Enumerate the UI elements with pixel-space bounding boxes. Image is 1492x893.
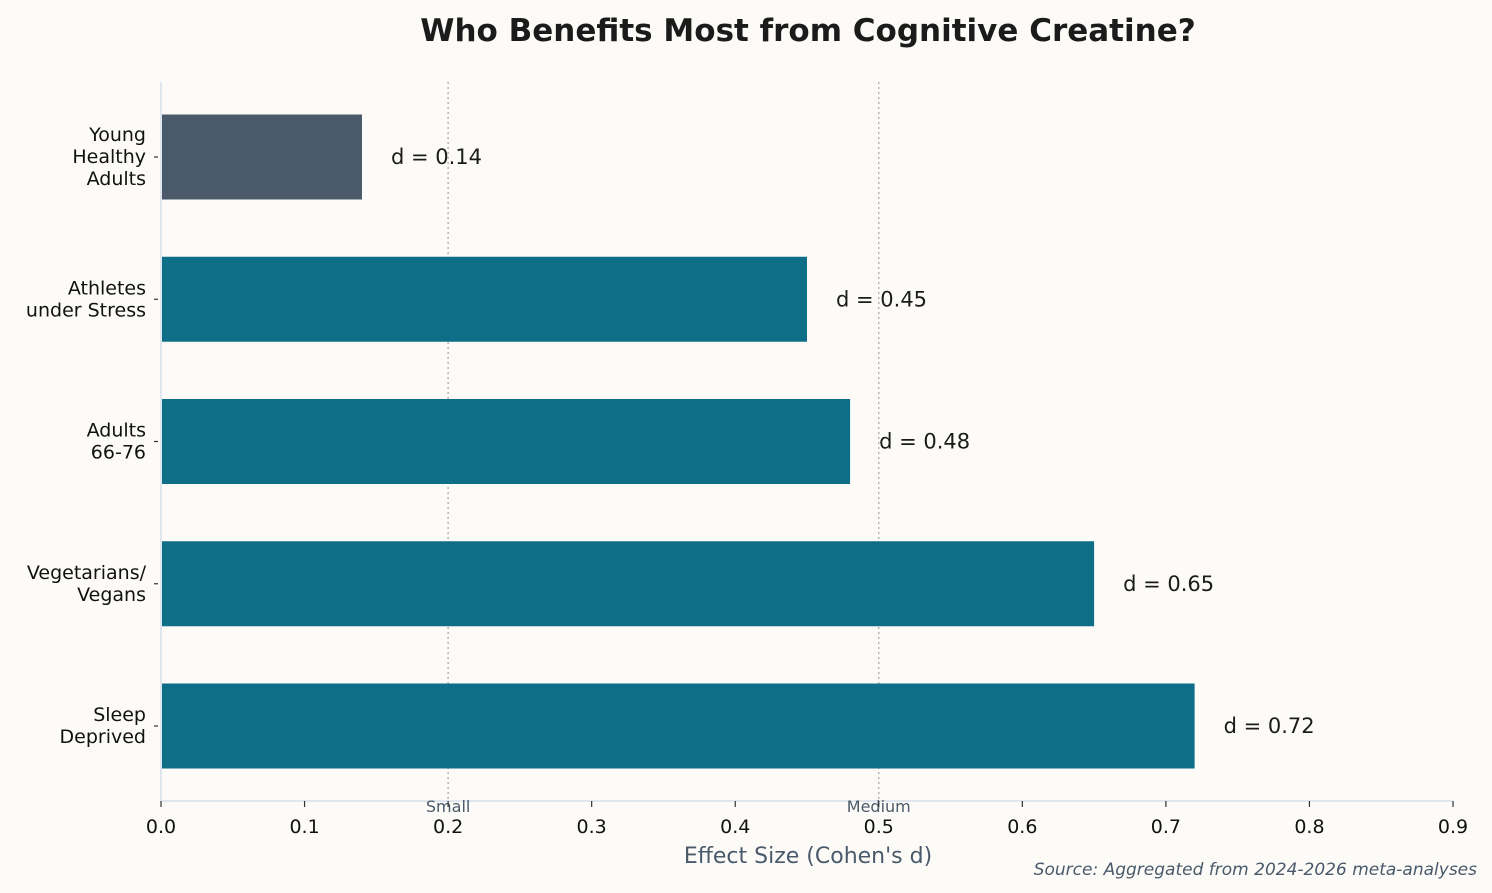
x-tick-label: 0.7 [1151,816,1181,838]
bar [162,114,362,200]
bar [162,399,851,484]
source-note: Source: Aggregated from 2024-2026 meta-a… [1034,860,1477,880]
x-tick-label: 0.1 [289,816,319,838]
x-tick-label: 0.5 [864,816,894,838]
x-tick-label: 0.3 [577,816,607,838]
value-label: d = 0.48 [879,430,970,454]
value-label: d = 0.72 [1224,714,1315,738]
bar [162,683,1195,769]
bar [162,256,807,342]
category-label: Young Healthy Adults [72,124,146,190]
value-label: d = 0.45 [836,287,927,311]
x-axis-label: Effect Size (Cohen's d) [684,844,932,869]
x-tick-label: 0.2 [433,816,463,838]
category-label: Vegetarians/Vegans [27,562,147,606]
x-tick-label: 0.4 [720,816,750,838]
x-tick-label: 0.8 [1294,816,1324,838]
x-tick-label: 0.0 [146,816,176,838]
x-tick-label: 0.6 [1007,816,1037,838]
value-label: d = 0.14 [391,145,482,169]
x-tick-label: 0.9 [1438,816,1468,838]
chart-title: Who Benefits Most from Cognitive Creatin… [420,13,1195,49]
category-label: Adults 66-76 [87,420,146,464]
category-label: Sleep Deprived [60,704,146,748]
bar [162,541,1095,627]
category-label: Athletes under Stress [26,277,146,321]
value-label: d = 0.65 [1123,572,1214,596]
